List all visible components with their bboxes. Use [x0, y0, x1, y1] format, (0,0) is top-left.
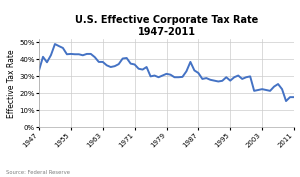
- Title: U.S. Effective Corporate Tax Rate
1947-2011: U.S. Effective Corporate Tax Rate 1947-2…: [75, 15, 258, 37]
- Y-axis label: Effective Tax Rate: Effective Tax Rate: [8, 49, 16, 118]
- Text: Source: Federal Reserve: Source: Federal Reserve: [6, 170, 70, 175]
